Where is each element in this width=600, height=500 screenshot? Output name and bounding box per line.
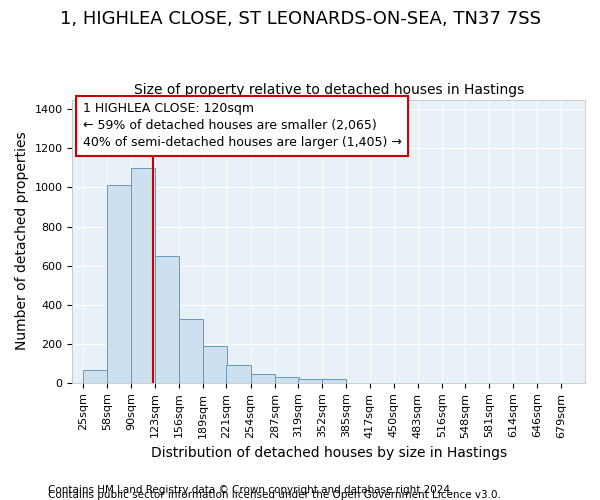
Bar: [83, 370, 107, 383]
Title: Size of property relative to detached houses in Hastings: Size of property relative to detached ho…: [134, 83, 524, 97]
Bar: [275, 378, 299, 383]
Y-axis label: Number of detached properties: Number of detached properties: [15, 132, 29, 350]
Bar: [155, 256, 179, 383]
Bar: [179, 320, 203, 383]
Bar: [131, 168, 155, 383]
Text: 1 HIGHLEA CLOSE: 120sqm
← 59% of detached houses are smaller (2,065)
40% of semi: 1 HIGHLEA CLOSE: 120sqm ← 59% of detache…: [83, 102, 401, 150]
Text: Contains public sector information licensed under the Open Government Licence v3: Contains public sector information licen…: [48, 490, 501, 500]
Bar: [226, 365, 251, 383]
Text: 1, HIGHLEA CLOSE, ST LEONARDS-ON-SEA, TN37 7SS: 1, HIGHLEA CLOSE, ST LEONARDS-ON-SEA, TN…: [59, 10, 541, 28]
Text: Contains HM Land Registry data © Crown copyright and database right 2024.: Contains HM Land Registry data © Crown c…: [48, 485, 454, 495]
Bar: [322, 380, 346, 383]
Bar: [107, 184, 131, 383]
Bar: [251, 374, 275, 383]
X-axis label: Distribution of detached houses by size in Hastings: Distribution of detached houses by size …: [151, 446, 507, 460]
Bar: [203, 346, 227, 383]
Bar: [298, 378, 322, 383]
